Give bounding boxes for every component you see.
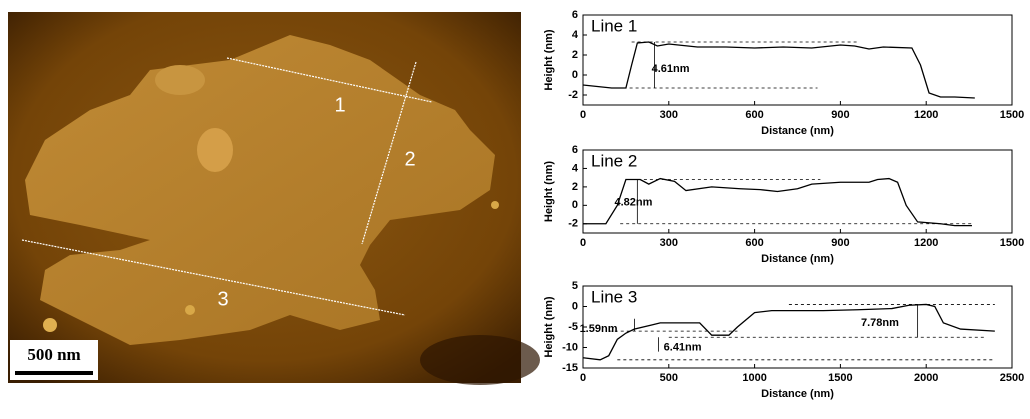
profile-line [583, 177, 972, 227]
x-tick-label: 1500 [1000, 109, 1024, 121]
y-tick-label: 0 [572, 69, 578, 81]
x-tick-label: 1200 [914, 109, 938, 121]
y-tick-label: -15 [562, 362, 578, 374]
annotation: 4.82nm [614, 196, 652, 208]
y-axis-title: Height (nm) [543, 296, 555, 357]
x-tick-label: 0 [580, 109, 586, 121]
y-tick-label: 0 [572, 199, 578, 211]
y-tick-label: 6 [572, 144, 578, 156]
profile-chart: -15 -10 -5 0 5 0 500 1000 1500 2000 2500 Distance (… [543, 280, 1024, 400]
y-tick-label: 6 [572, 9, 578, 21]
y-tick-label: -5 [568, 321, 578, 333]
chart-title: Line 3 [591, 287, 637, 306]
plot-frame [582, 149, 1013, 234]
x-axis-title: Distance (nm) [761, 388, 834, 400]
plot-frame [582, 285, 1013, 369]
line-label: 3 [217, 288, 228, 310]
x-tick-label: 2000 [914, 372, 938, 384]
y-tick-label: -2 [568, 89, 578, 101]
annotation: 4.61nm [652, 63, 690, 75]
y-tick-label: 2 [572, 49, 578, 61]
x-tick-label: 1500 [828, 372, 852, 384]
y-tick-label: 5 [572, 280, 578, 292]
x-tick-label: 0 [580, 237, 586, 249]
y-tick-label: 0 [572, 300, 578, 312]
y-tick-label: 2 [572, 181, 578, 193]
x-axis-title: Distance (nm) [761, 253, 834, 265]
line-label: 1 [334, 94, 345, 116]
x-tick-label: 600 [745, 109, 763, 121]
x-tick-label: 300 [660, 109, 678, 121]
y-tick-label: -10 [562, 341, 578, 353]
plot-frame [582, 14, 1013, 106]
x-tick-label: 1200 [914, 237, 938, 249]
chart-title: Line 1 [591, 16, 637, 35]
x-tick-label: 300 [660, 237, 678, 249]
scale-bar-label: 500 nm [27, 345, 80, 364]
x-tick-label: 1500 [1000, 237, 1024, 249]
y-tick-label: 4 [572, 162, 579, 174]
x-tick-label: 900 [831, 237, 849, 249]
x-tick-label: 900 [831, 109, 849, 121]
y-tick-label: 4 [572, 29, 579, 41]
y-axis-title: Height (nm) [543, 161, 555, 222]
x-tick-label: 1000 [742, 372, 766, 384]
y-axis-title: Height (nm) [543, 29, 555, 90]
annotation: 6.41nm [664, 341, 702, 353]
x-tick-label: 600 [745, 237, 763, 249]
chart-title: Line 2 [591, 151, 637, 170]
y-tick-label: -2 [568, 218, 578, 230]
profile-line [582, 41, 975, 99]
x-tick-label: 500 [660, 372, 678, 384]
x-tick-label: 2500 [1000, 372, 1024, 384]
x-tick-label: 0 [580, 372, 586, 384]
profile-line [582, 303, 995, 361]
line-label: 2 [404, 148, 415, 170]
annotation: 1.59nm [580, 323, 618, 335]
x-axis-title: Distance (nm) [761, 125, 834, 137]
afm-image: 1 2 3 500 nm [8, 12, 540, 385]
annotation: 7.78nm [861, 317, 899, 329]
